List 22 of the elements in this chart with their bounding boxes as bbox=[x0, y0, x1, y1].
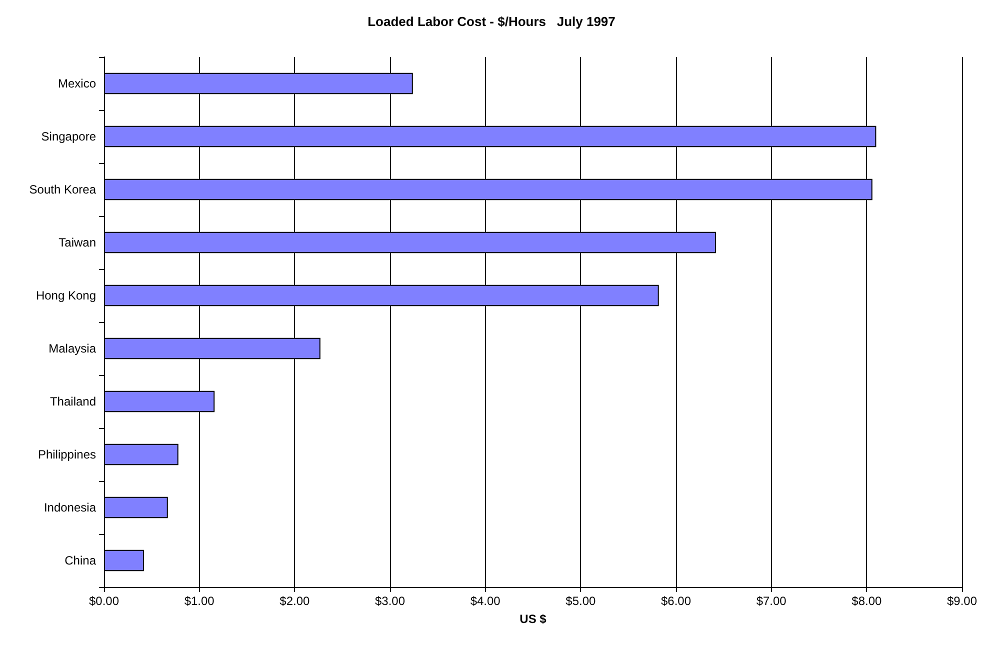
x-tick-label: $3.00 bbox=[374, 594, 406, 608]
x-tick-label: $7.00 bbox=[756, 594, 787, 608]
y-tick-label: South Korea bbox=[29, 182, 96, 196]
y-tick-label: Malaysia bbox=[48, 342, 96, 356]
y-tick-label: Philippines bbox=[38, 448, 96, 462]
y-tick-label: Thailand bbox=[50, 394, 96, 408]
x-tick-label: $6.00 bbox=[660, 594, 692, 608]
x-tick-label: $1.00 bbox=[184, 594, 215, 608]
y-tick-label: China bbox=[64, 554, 96, 568]
x-tick-label: $4.00 bbox=[470, 594, 501, 608]
y-tick-label: Mexico bbox=[58, 76, 96, 90]
chart-title: Loaded Labor Cost - $/Hours July 1997 bbox=[368, 14, 616, 29]
x-tick-label: $5.00 bbox=[566, 594, 596, 608]
x-axis-title: US $ bbox=[520, 612, 547, 626]
y-tick-label: Taiwan bbox=[58, 236, 96, 250]
y-tick-label: Hong Kong bbox=[36, 288, 96, 302]
x-tick-label: $2.00 bbox=[280, 594, 310, 608]
x-tick-label: $0.00 bbox=[88, 594, 120, 608]
y-tick-label: Singapore bbox=[41, 130, 96, 144]
y-tick-label: Indonesia bbox=[44, 500, 96, 514]
x-tick-label: $8.00 bbox=[852, 594, 882, 608]
x-tick-label: $9.00 bbox=[946, 594, 978, 608]
